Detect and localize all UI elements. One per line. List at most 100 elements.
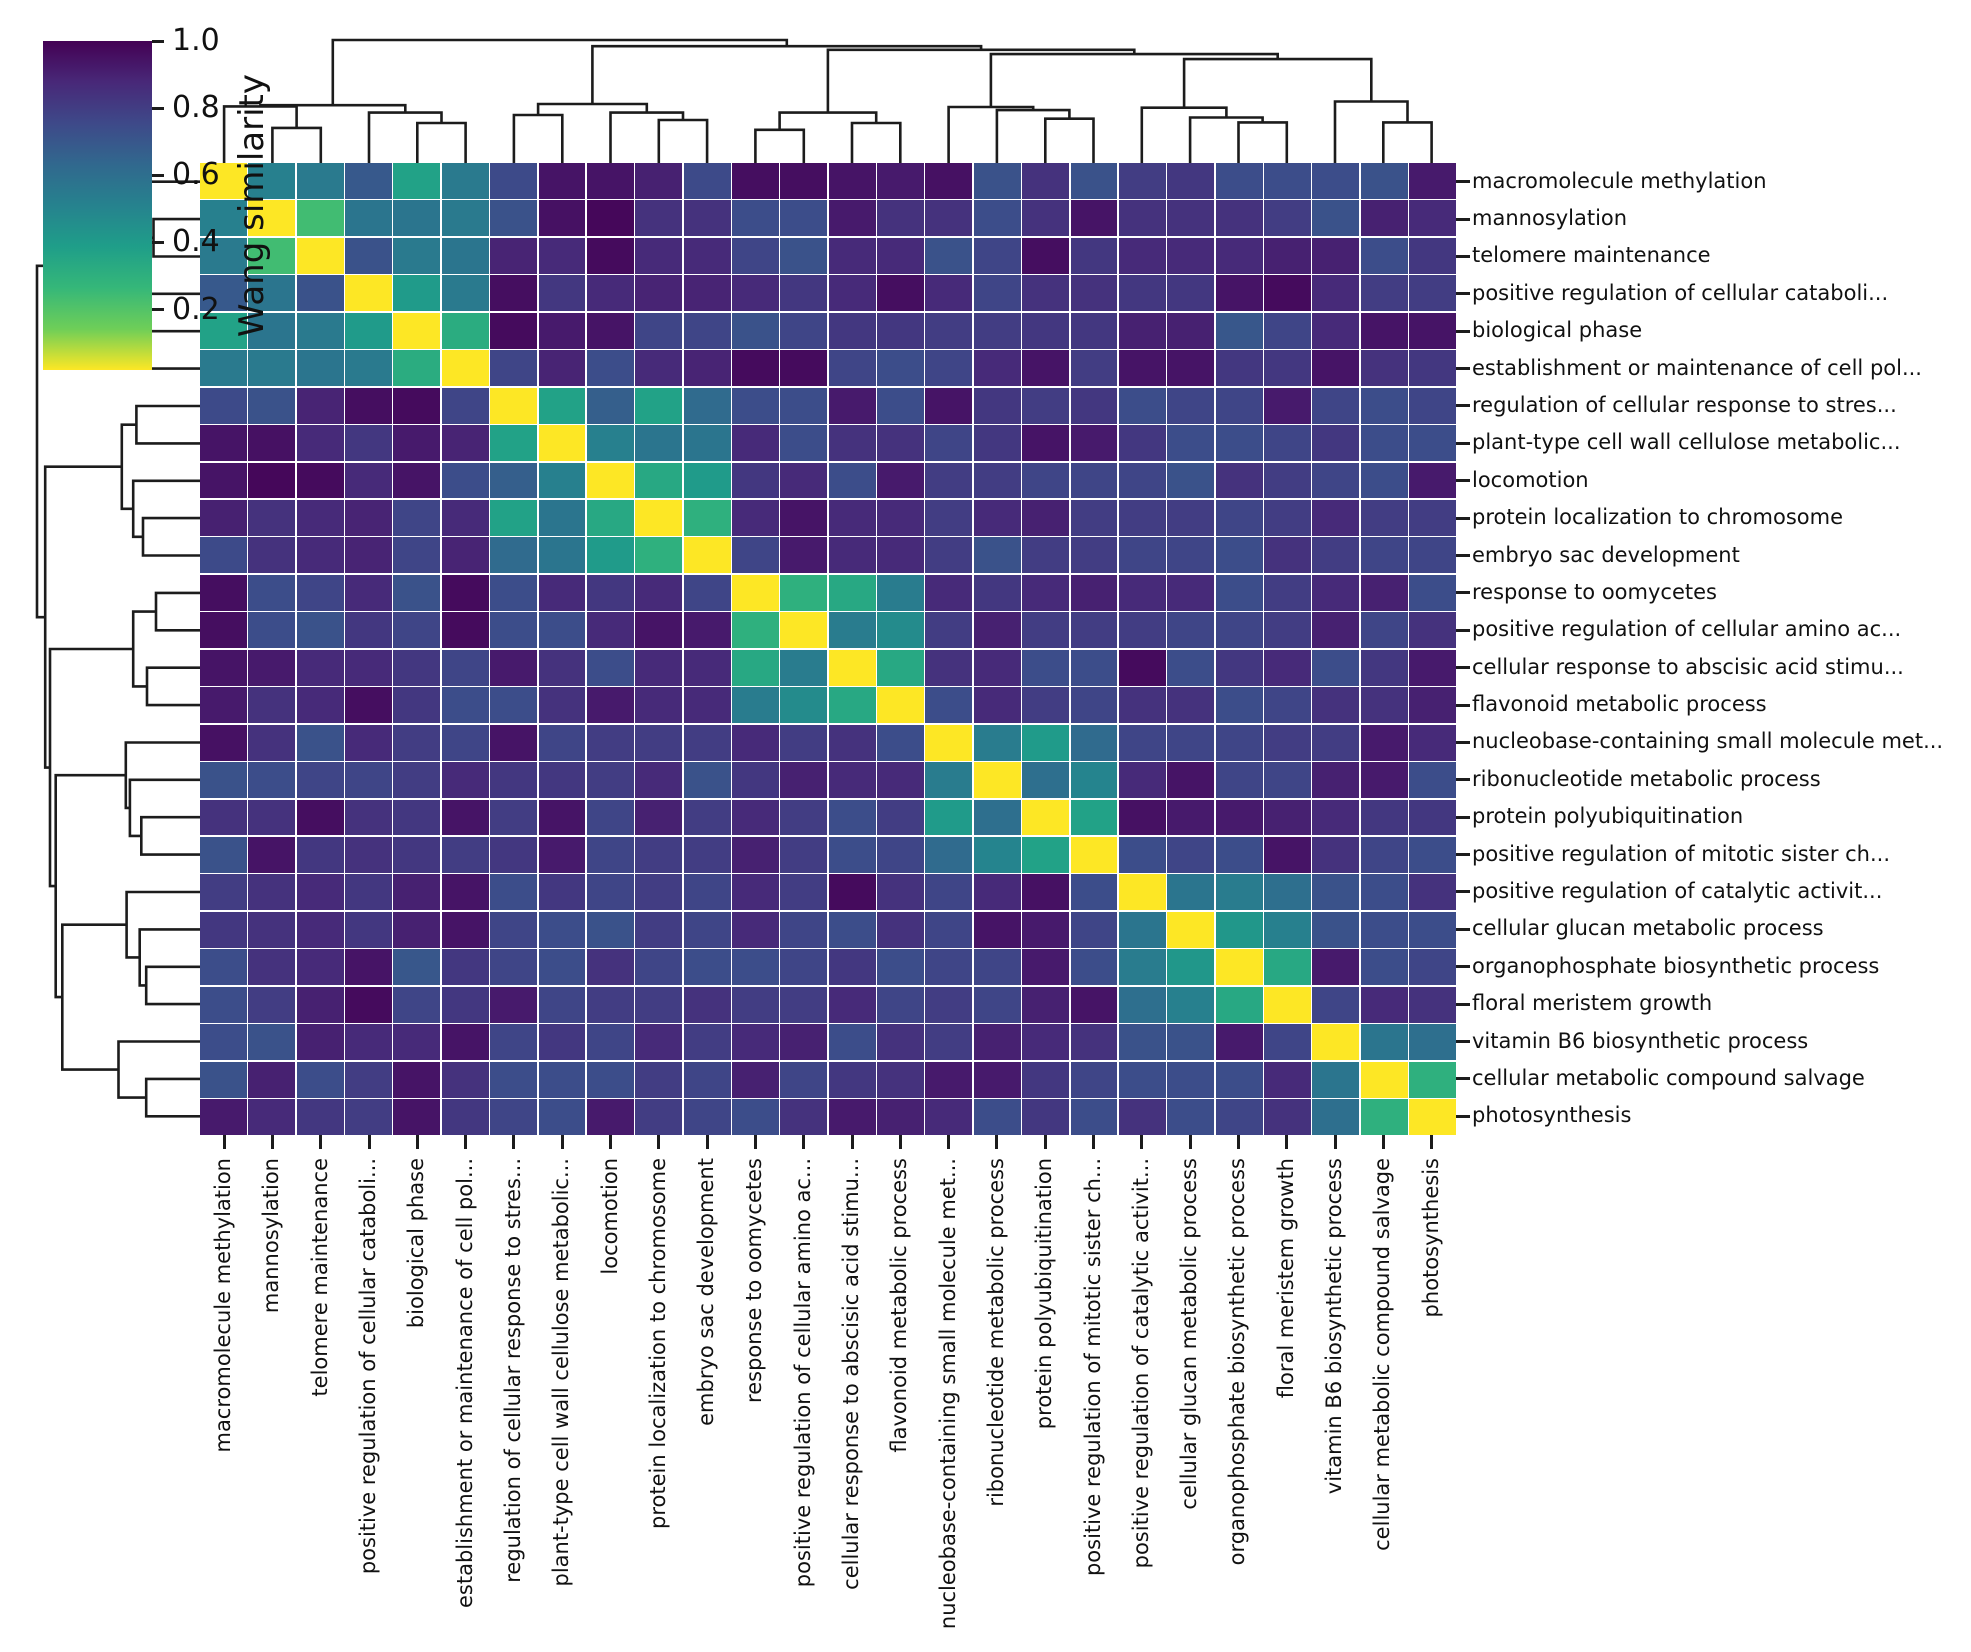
- heatmap-cell: [1215, 799, 1263, 836]
- heatmap-cell: [248, 163, 296, 199]
- heatmap-cell: [441, 762, 489, 799]
- col-label: response to oomycetes: [742, 1158, 767, 1403]
- heatmap-cell: [828, 724, 876, 761]
- heatmap-cell: [877, 275, 924, 312]
- col-tick: [705, 1134, 709, 1149]
- heatmap-cell: [780, 1061, 828, 1098]
- heatmap-cell: [1360, 836, 1408, 873]
- heatmap-cell: [732, 799, 779, 836]
- heatmap-cell: [1409, 499, 1456, 536]
- heatmap-cell: [1264, 200, 1311, 237]
- col-tick: [415, 1134, 419, 1149]
- col-tick: [850, 1134, 854, 1149]
- row-tick: [1455, 628, 1470, 632]
- colorbar-tick-label: 0.8: [172, 90, 220, 126]
- heatmap-cell: [732, 237, 779, 274]
- heatmap-cell: [877, 986, 924, 1023]
- heatmap-cell: [345, 836, 392, 873]
- heatmap-cell: [1118, 799, 1166, 836]
- col-tick: [1140, 1134, 1144, 1149]
- row-tick: [1455, 516, 1470, 520]
- heatmap-cell: [1360, 237, 1408, 274]
- col-label: photosynthesis: [1418, 1158, 1443, 1318]
- heatmap-cell: [586, 911, 634, 948]
- heatmap-cell: [1070, 799, 1118, 836]
- heatmap-cell: [296, 425, 344, 462]
- row-tick: [1455, 890, 1470, 894]
- col-tick: [898, 1134, 902, 1149]
- row-tick: [1455, 666, 1470, 670]
- heatmap-cell: [877, 724, 924, 761]
- heatmap-cell: [1167, 949, 1215, 986]
- row-tick: [1455, 404, 1470, 408]
- heatmap-cell: [925, 724, 973, 761]
- heatmap-cell: [1118, 163, 1166, 199]
- heatmap-cell: [490, 724, 538, 761]
- heatmap-cell: [1312, 275, 1360, 312]
- heatmap-cell: [296, 1099, 344, 1135]
- row-tick: [1455, 217, 1470, 221]
- heatmap-cell: [248, 499, 296, 536]
- heatmap-cell: [538, 874, 586, 911]
- heatmap-cell: [1022, 387, 1070, 424]
- heatmap-cell: [296, 799, 344, 836]
- heatmap-cell: [296, 574, 344, 611]
- heatmap-cell: [586, 799, 634, 836]
- heatmap-cell: [780, 949, 828, 986]
- heatmap-cell: [1409, 574, 1456, 611]
- heatmap-cell: [1022, 874, 1070, 911]
- heatmap-cell: [732, 312, 779, 349]
- heatmap-cell: [1070, 350, 1118, 387]
- heatmap-cell: [683, 874, 731, 911]
- heatmap-cell: [393, 986, 441, 1023]
- heatmap-cell: [1022, 1061, 1070, 1098]
- heatmap-cell: [296, 387, 344, 424]
- heatmap-cell: [248, 1099, 296, 1135]
- heatmap-cell: [1409, 874, 1456, 911]
- heatmap-cell: [1118, 649, 1166, 686]
- heatmap-cell: [925, 874, 973, 911]
- dendrogram-lines: [222, 38, 1433, 163]
- heatmap-cell: [441, 1024, 489, 1061]
- heatmap-cell: [1167, 350, 1215, 387]
- heatmap-cell: [1264, 350, 1311, 387]
- heatmap-cell: [538, 237, 586, 274]
- heatmap-cell: [1409, 687, 1456, 724]
- heatmap-cell: [200, 762, 247, 799]
- heatmap-cell: [248, 949, 296, 986]
- heatmap-cell: [1022, 312, 1070, 349]
- heatmap-cell: [1360, 687, 1408, 724]
- col-label: mannosylation: [259, 1158, 284, 1314]
- heatmap-cell: [925, 537, 973, 574]
- heatmap-cell: [1070, 687, 1118, 724]
- heatmap-cell: [441, 537, 489, 574]
- row-label: macromolecule methylation: [1472, 168, 1767, 193]
- heatmap-cell: [1409, 462, 1456, 499]
- heatmap-cell: [732, 874, 779, 911]
- heatmap-cell: [248, 537, 296, 574]
- heatmap-cell: [683, 949, 731, 986]
- col-label: cellular response to abscisic acid stimu…: [839, 1158, 864, 1590]
- heatmap-cell: [200, 836, 247, 873]
- heatmap-cell: [1312, 874, 1360, 911]
- heatmap-cell: [248, 911, 296, 948]
- heatmap-cell: [393, 1061, 441, 1098]
- col-tick: [367, 1134, 371, 1149]
- row-tick: [1455, 1002, 1470, 1006]
- heatmap-cell: [441, 462, 489, 499]
- heatmap-cell: [200, 387, 247, 424]
- heatmap-cell: [780, 874, 828, 911]
- row-label: positive regulation of cellular cataboli…: [1472, 280, 1889, 305]
- heatmap-cell: [828, 275, 876, 312]
- heatmap-cell: [973, 612, 1021, 649]
- heatmap-cell: [538, 799, 586, 836]
- heatmap-cell: [973, 911, 1021, 948]
- heatmap-cell: [1409, 1061, 1456, 1098]
- heatmap-cell: [538, 911, 586, 948]
- heatmap-cell: [683, 537, 731, 574]
- heatmap-cell: [1167, 537, 1215, 574]
- heatmap-cell: [925, 1061, 973, 1098]
- heatmap-cell: [877, 799, 924, 836]
- heatmap-cell: [248, 574, 296, 611]
- heatmap-cell: [1360, 762, 1408, 799]
